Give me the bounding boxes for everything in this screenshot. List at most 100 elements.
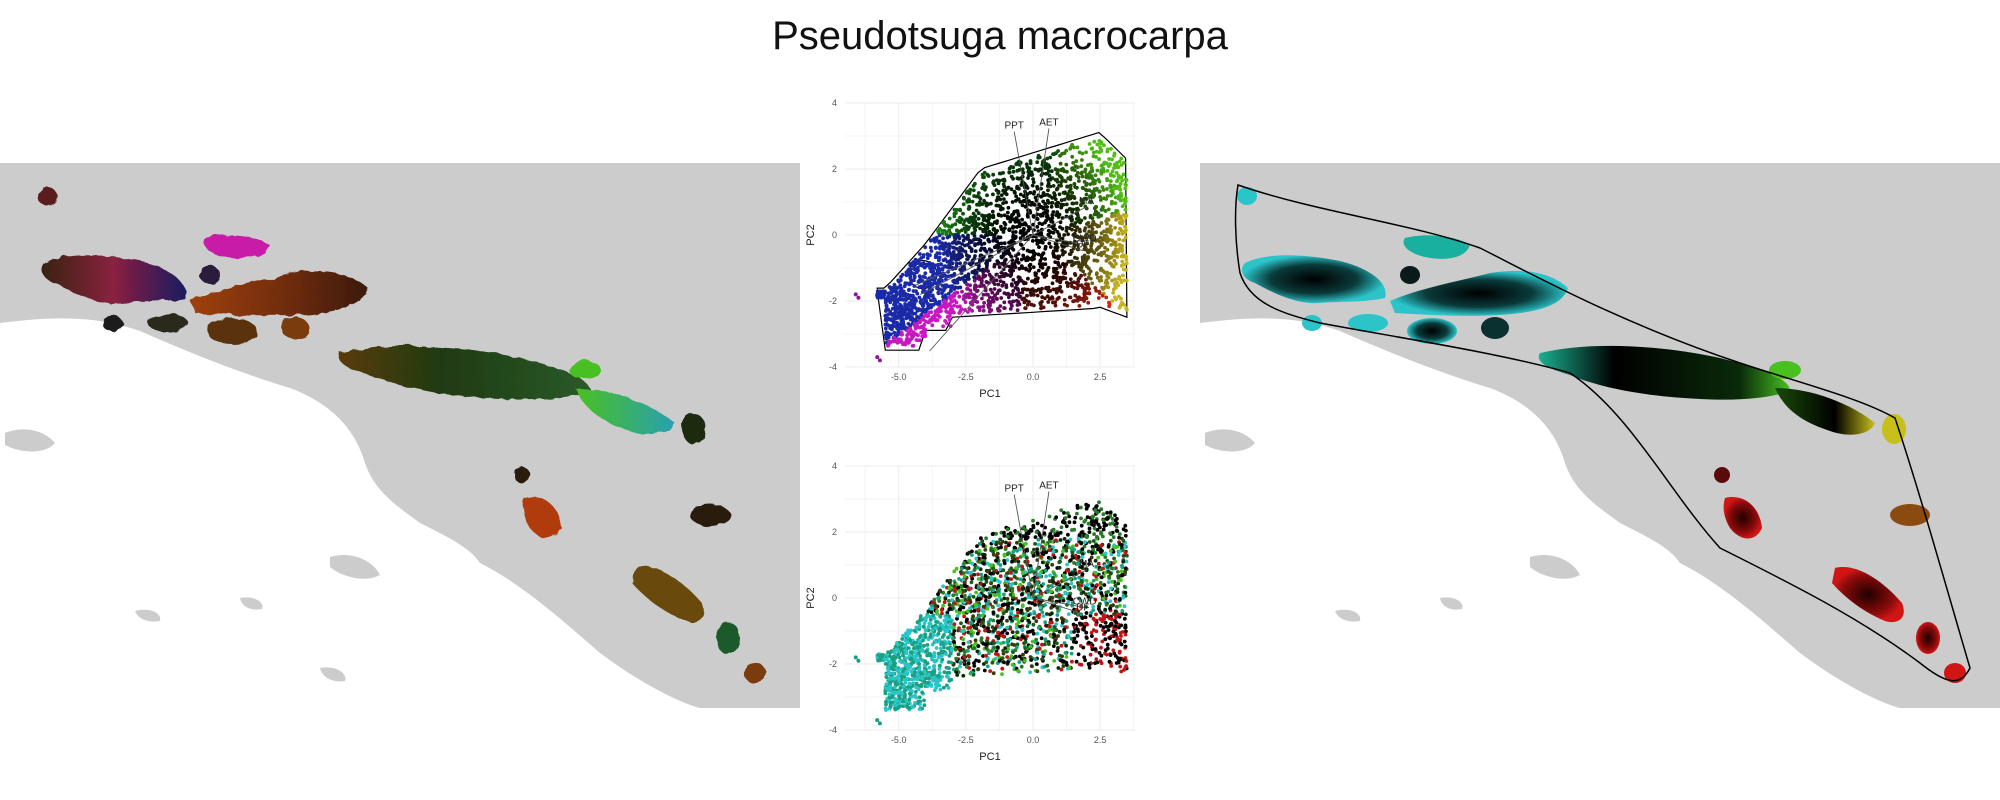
data-point [901,699,906,704]
data-point [1009,174,1014,179]
data-point [1046,169,1051,173]
data-point [963,230,968,234]
data-point [1007,543,1011,547]
figure-title: Pseudotsuga macrocarpa [772,14,1228,58]
data-point [1086,300,1091,305]
data-point [927,279,932,284]
data-point [961,238,966,243]
data-point [1108,636,1112,641]
loading-label: DF [1076,240,1089,251]
data-point [1086,266,1091,271]
data-point [1120,630,1125,634]
data-point [1107,300,1111,305]
data-point [930,274,935,278]
data-point [920,334,925,338]
data-point [1036,268,1041,273]
data-point [1015,286,1020,291]
data-point [972,664,977,668]
data-point [1023,541,1028,546]
data-point [1109,621,1114,626]
data-point [989,274,993,279]
data-point [981,613,985,618]
data-point [1077,304,1082,308]
data-point [1041,582,1046,586]
data-point [956,234,961,239]
data-point [987,239,992,244]
data-point [987,258,992,262]
y-tick-label: 2 [832,164,837,174]
data-point [1055,613,1060,617]
data-point [886,343,890,348]
data-point [1039,554,1044,559]
data-point [1032,289,1036,293]
data-point [1010,642,1014,647]
data-point [1084,150,1088,155]
data-point [1075,295,1080,300]
data-point [968,283,972,288]
data-point [1105,642,1110,647]
data-point [936,281,940,285]
data-point [1017,266,1022,271]
data-point [1000,206,1005,211]
data-point [1096,547,1100,552]
data-point [1119,303,1123,307]
data-point [1079,218,1084,223]
data-point [996,282,1001,287]
data-point [1098,195,1103,199]
data-point [1037,533,1042,537]
data-point [1095,259,1100,263]
data-point [1086,275,1091,280]
data-point [1118,637,1123,642]
data-point [971,183,976,188]
data-point [899,682,904,686]
data-point [947,602,952,607]
data-point [994,238,999,243]
data-point [856,295,861,300]
data-point [1062,577,1066,582]
data-point [1021,246,1026,251]
data-point [1115,179,1119,184]
data-point [1093,647,1098,651]
data-point [925,263,930,268]
data-point [1062,537,1067,541]
data-point [1124,629,1128,634]
data-point [1064,545,1069,550]
data-point [1055,649,1060,653]
data-point [988,593,993,598]
data-point [914,695,919,700]
data-point [1120,204,1125,209]
data-point [1086,282,1090,287]
data-point [1097,500,1101,505]
data-point [936,592,940,597]
data-point [1076,652,1081,657]
data-point [892,285,896,290]
data-point [1119,163,1124,167]
data-point [969,247,974,252]
data-point [1012,545,1017,550]
data-point [1086,521,1091,526]
data-point [880,294,885,299]
data-point [904,651,909,656]
data-point [1098,623,1103,628]
data-point [922,666,927,671]
data-point [981,283,986,288]
data-point [1079,171,1084,176]
data-point [988,287,993,292]
data-point [1090,176,1095,181]
data-point [1086,594,1091,599]
data-point [979,638,984,643]
island [320,667,346,682]
data-point [950,265,954,270]
data-point [943,319,947,323]
data-point [963,308,967,312]
data-point [984,185,988,189]
data-point [1035,521,1040,526]
data-point [985,657,990,662]
data-point [1124,659,1129,663]
data-point [1062,297,1067,302]
data-point [970,576,975,581]
data-point [950,261,955,266]
data-point [1048,194,1052,198]
data-point [1115,544,1120,549]
data-point [1020,290,1025,295]
